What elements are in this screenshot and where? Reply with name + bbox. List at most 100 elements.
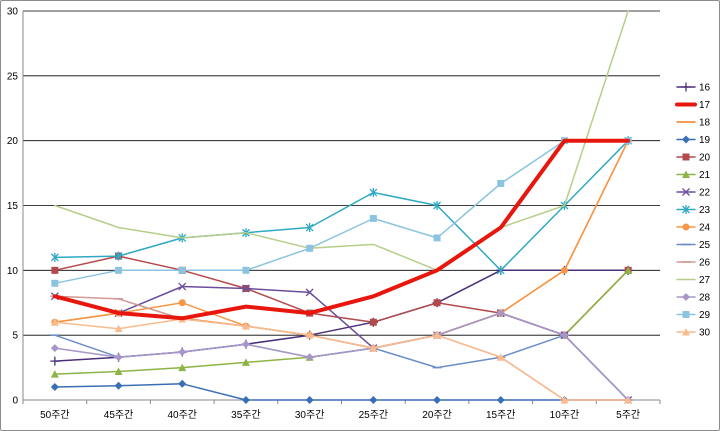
data-point [681,82,691,92]
data-point [496,309,505,318]
data-point [682,170,690,178]
data-point [51,279,59,287]
series-group [50,10,633,404]
legend-item-30: 30 [676,328,711,339]
data-point [178,379,187,388]
data-point [433,201,442,210]
y-tick-label: 0 [12,396,18,407]
legend: 16 17 18 19 20 21 22 23 24 25 26 27 28 29 30 [675,82,711,339]
data-point [114,251,123,261]
legend-item-29: 29 [676,310,711,321]
legend-label: 27 [699,275,711,286]
data-point [682,205,690,214]
data-point [305,223,314,233]
data-point [497,179,505,187]
y-tick-label: 15 [7,201,19,212]
y-tick-label: 30 [7,7,19,18]
data-point [50,252,59,262]
data-point [306,244,314,252]
series-line [52,138,631,321]
data-point [241,358,250,366]
data-point [114,381,123,390]
data-point [433,331,442,339]
legend-label: 30 [699,328,711,339]
data-point [178,348,187,357]
data-point [369,318,377,326]
legend-label: 16 [699,83,711,94]
data-point [624,396,633,404]
series-30 [50,314,633,404]
series-29 [51,137,632,287]
data-point [178,363,187,372]
legend-label: 19 [699,135,711,146]
legend-item-27: 27 [676,275,711,286]
data-point [50,356,60,366]
legend-item-24: 24 [676,223,711,234]
series-line [54,255,629,336]
legend-item-21: 21 [676,170,711,181]
legend-item-26: 26 [676,258,711,269]
series-27 [54,10,629,272]
legend-label: 17 [699,100,711,111]
data-point [241,284,250,293]
data-point [682,223,690,231]
data-point [242,266,250,274]
data-point [624,266,633,274]
x-tick-label: 20주간 [422,409,452,421]
y-tick-label: 5 [12,331,18,342]
series-line [54,312,629,401]
legend-label: 22 [699,188,711,199]
series-25 [50,334,633,401]
legend-item-23: 23 [676,205,711,216]
data-point [305,288,314,297]
legend-label: 18 [699,118,711,129]
data-point [305,353,314,362]
data-point [560,266,568,274]
data-point [241,396,250,404]
data-point [560,396,569,404]
data-point [114,367,123,375]
legend-label: 21 [699,170,711,181]
data-point [50,344,59,353]
data-point [433,299,441,307]
x-tick-label: 45주간 [104,409,134,421]
data-point [50,383,59,392]
x-tick-label: 50주간 [40,409,70,421]
data-point [433,396,442,404]
series-28 [50,309,633,404]
x-tick-label: 25주간 [359,409,389,421]
data-point [305,396,314,404]
data-point [241,322,250,330]
series-line [54,10,629,272]
data-point [369,214,377,222]
legend-item-25: 25 [676,240,711,251]
legend-item-28: 28 [676,293,711,304]
data-point [305,331,314,339]
data-point [50,370,59,378]
data-point [115,266,123,274]
data-point [496,396,505,404]
data-point [51,266,59,274]
legend-item-18: 18 [676,118,711,129]
data-point [682,188,690,196]
data-point [682,135,690,144]
legend-label: 24 [699,223,711,234]
series-line [54,334,629,401]
y-tick-label: 25 [7,71,19,82]
x-tick-label: 10주간 [550,409,580,421]
data-point [241,340,250,349]
data-point [433,234,441,242]
data-point [178,266,186,274]
data-point [682,311,690,318]
x-tick-label: 40주간 [167,409,197,421]
legend-item-20: 20 [676,153,711,164]
data-point [369,188,378,198]
series-line [54,318,629,401]
series-17 [52,138,631,321]
legend-label: 26 [699,258,711,269]
legend-item-17: 17 [675,100,711,111]
x-tick-label: 30주간 [295,409,325,421]
data-point [50,318,59,326]
data-point [496,265,505,275]
x-tick-label: 5주간 [616,409,640,421]
